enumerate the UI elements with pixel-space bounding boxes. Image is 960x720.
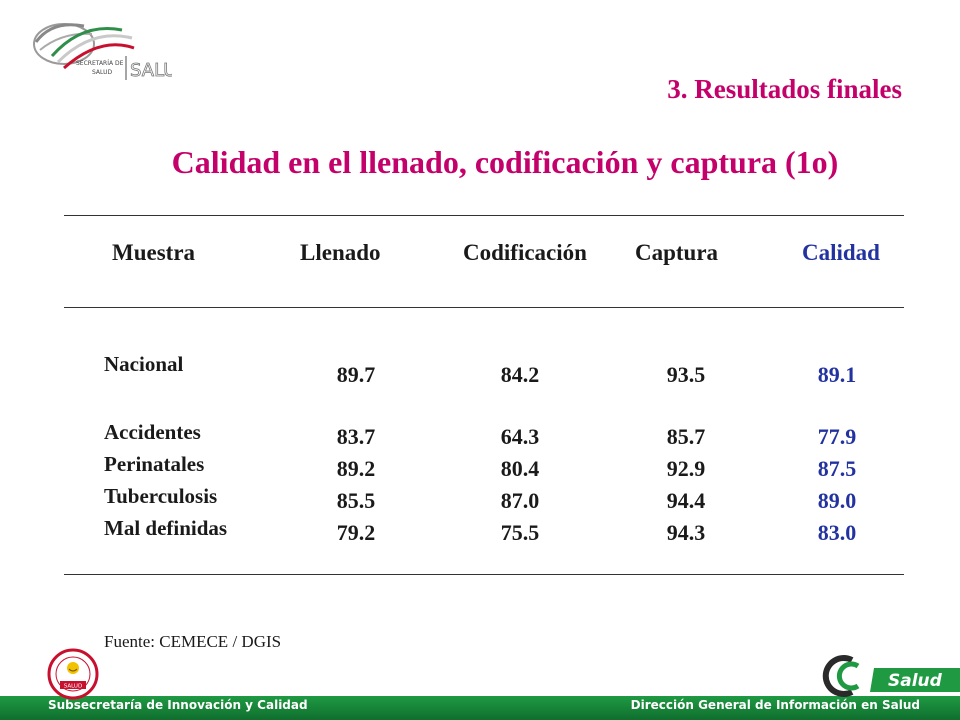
page-title: Calidad en el llenado, codificación y ca… bbox=[171, 144, 839, 180]
cell-mal-definidas-llenado: 79.2 bbox=[336, 520, 376, 545]
table-bottom-rule bbox=[64, 574, 904, 575]
cell-nacional-captura: 93.5 bbox=[666, 362, 706, 387]
seal-text: SALUD bbox=[64, 684, 82, 690]
salud-brand-text: Salud bbox=[888, 671, 943, 691]
cell-tuberculosis-calidad: 89.0 bbox=[817, 488, 857, 513]
column-header-codificacion: Codificación bbox=[463, 240, 587, 265]
cell-nacional-calidad: 89.1 bbox=[817, 362, 857, 387]
cell-tuberculosis-codificacion: 87.0 bbox=[500, 488, 540, 513]
row-label-mal-definidas: Mal definidas bbox=[104, 516, 228, 540]
table-header-rule bbox=[64, 307, 904, 308]
column-header-captura: Captura bbox=[635, 240, 719, 265]
column-header-llenado: Llenado bbox=[300, 240, 381, 265]
cell-nacional-llenado: 89.7 bbox=[336, 362, 376, 387]
row-label-accidentes: Accidentes bbox=[104, 420, 201, 444]
cell-perinatales-calidad: 87.5 bbox=[817, 456, 857, 481]
column-header-muestra: Muestra bbox=[112, 240, 196, 265]
footer-left-text: Subsecretaría de Innovación y Calidad bbox=[48, 698, 308, 712]
cell-perinatales-captura: 92.9 bbox=[666, 456, 706, 481]
column-header-calidad: Calidad bbox=[802, 240, 880, 265]
logo-text-bottom: SALUD bbox=[92, 69, 112, 76]
table-top-rule bbox=[64, 215, 904, 216]
cell-mal-definidas-codificacion: 75.5 bbox=[500, 520, 540, 545]
row-label-nacional: Nacional bbox=[104, 352, 184, 376]
cell-mal-definidas-calidad: 83.0 bbox=[817, 520, 857, 545]
row-label-tuberculosis: Tuberculosis bbox=[104, 484, 218, 508]
logo-wordmark: SALUD bbox=[130, 60, 172, 81]
source-note: Fuente: CEMECE / DGIS bbox=[104, 632, 282, 651]
footer-bar bbox=[0, 696, 960, 720]
cell-mal-definidas-captura: 94.3 bbox=[666, 520, 706, 545]
footer-right-text: Dirección General de Información en Salu… bbox=[630, 698, 920, 712]
cell-nacional-codificacion: 84.2 bbox=[500, 362, 540, 387]
row-label-perinatales: Perinatales bbox=[104, 452, 205, 476]
cell-accidentes-captura: 85.7 bbox=[666, 424, 706, 449]
cell-tuberculosis-captura: 94.4 bbox=[666, 488, 706, 513]
salud-brand-logo: Salud bbox=[818, 650, 960, 702]
cell-accidentes-codificacion: 64.3 bbox=[500, 424, 540, 449]
cell-accidentes-calidad: 77.9 bbox=[817, 424, 857, 449]
cell-tuberculosis-llenado: 85.5 bbox=[336, 488, 376, 513]
cruzada-nacional-seal-icon: SALUD bbox=[46, 648, 100, 700]
section-title: 3. Resultados finales bbox=[667, 74, 902, 104]
secretaria-de-salud-logo: SECRETARÍA DE SALUD SALUD bbox=[22, 12, 172, 92]
cell-perinatales-llenado: 89.2 bbox=[336, 456, 376, 481]
cell-accidentes-llenado: 83.7 bbox=[336, 424, 376, 449]
cell-perinatales-codificacion: 80.4 bbox=[500, 456, 540, 481]
logo-text-top: SECRETARÍA DE bbox=[76, 60, 124, 67]
